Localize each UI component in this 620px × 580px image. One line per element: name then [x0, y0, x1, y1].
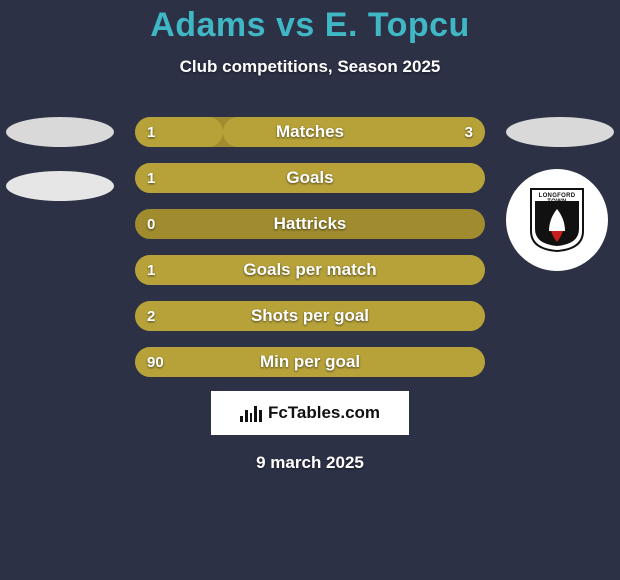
bar-value-left: 2 — [147, 301, 155, 331]
page-subtitle: Club competitions, Season 2025 — [0, 57, 620, 77]
stat-bar: 1 Goals — [135, 163, 485, 193]
stat-bar: 1 3 Matches — [135, 117, 485, 147]
bar-label: Shots per goal — [251, 306, 369, 326]
footer-date: 9 march 2025 — [0, 453, 620, 473]
stat-bars: 1 3 Matches 1 Goals 0 Hattricks 1 Goals per matc… — [135, 117, 485, 377]
bar-label: Min per goal — [260, 352, 360, 372]
stat-bar: 90 Min per goal — [135, 347, 485, 377]
left-player-markers — [6, 117, 114, 201]
bar-label: Hattricks — [274, 214, 347, 234]
stat-bar: 2 Shots per goal — [135, 301, 485, 331]
stat-bar: 1 Goals per match — [135, 255, 485, 285]
chart-bars-icon — [240, 404, 262, 422]
content-area: LONGFORD TOWN 13Matches1Goals0Hattricks1… — [0, 117, 620, 473]
bar-label: Goals per match — [243, 260, 376, 280]
right-player-markers: LONGFORD TOWN — [506, 117, 614, 271]
club-crest: LONGFORD TOWN — [506, 169, 608, 271]
bar-fill-right — [223, 117, 486, 147]
bar-value-left: 0 — [147, 209, 155, 239]
bar-value-left: 1 — [147, 163, 155, 193]
bar-label: Goals — [286, 168, 333, 188]
comparison-card: Adams vs E. Topcu Club competitions, Sea… — [0, 0, 620, 580]
bar-value-left: 1 — [147, 255, 155, 285]
bar-label: Matches — [276, 122, 344, 142]
left-ellipse-2 — [6, 171, 114, 201]
left-ellipse-1 — [6, 117, 114, 147]
crest-shield-icon: LONGFORD TOWN — [529, 187, 585, 253]
bar-value-left: 90 — [147, 347, 164, 377]
bar-value-right: 3 — [465, 117, 473, 147]
bar-value-left: 1 — [147, 117, 155, 147]
branding-label: FcTables.com — [268, 403, 380, 423]
crest-top-text: LONGFORD TOWN — [529, 193, 585, 205]
page-title: Adams vs E. Topcu — [0, 0, 620, 45]
right-ellipse-1 — [506, 117, 614, 147]
stat-bar: 0 Hattricks — [135, 209, 485, 239]
branding-badge[interactable]: FcTables.com — [211, 391, 409, 435]
